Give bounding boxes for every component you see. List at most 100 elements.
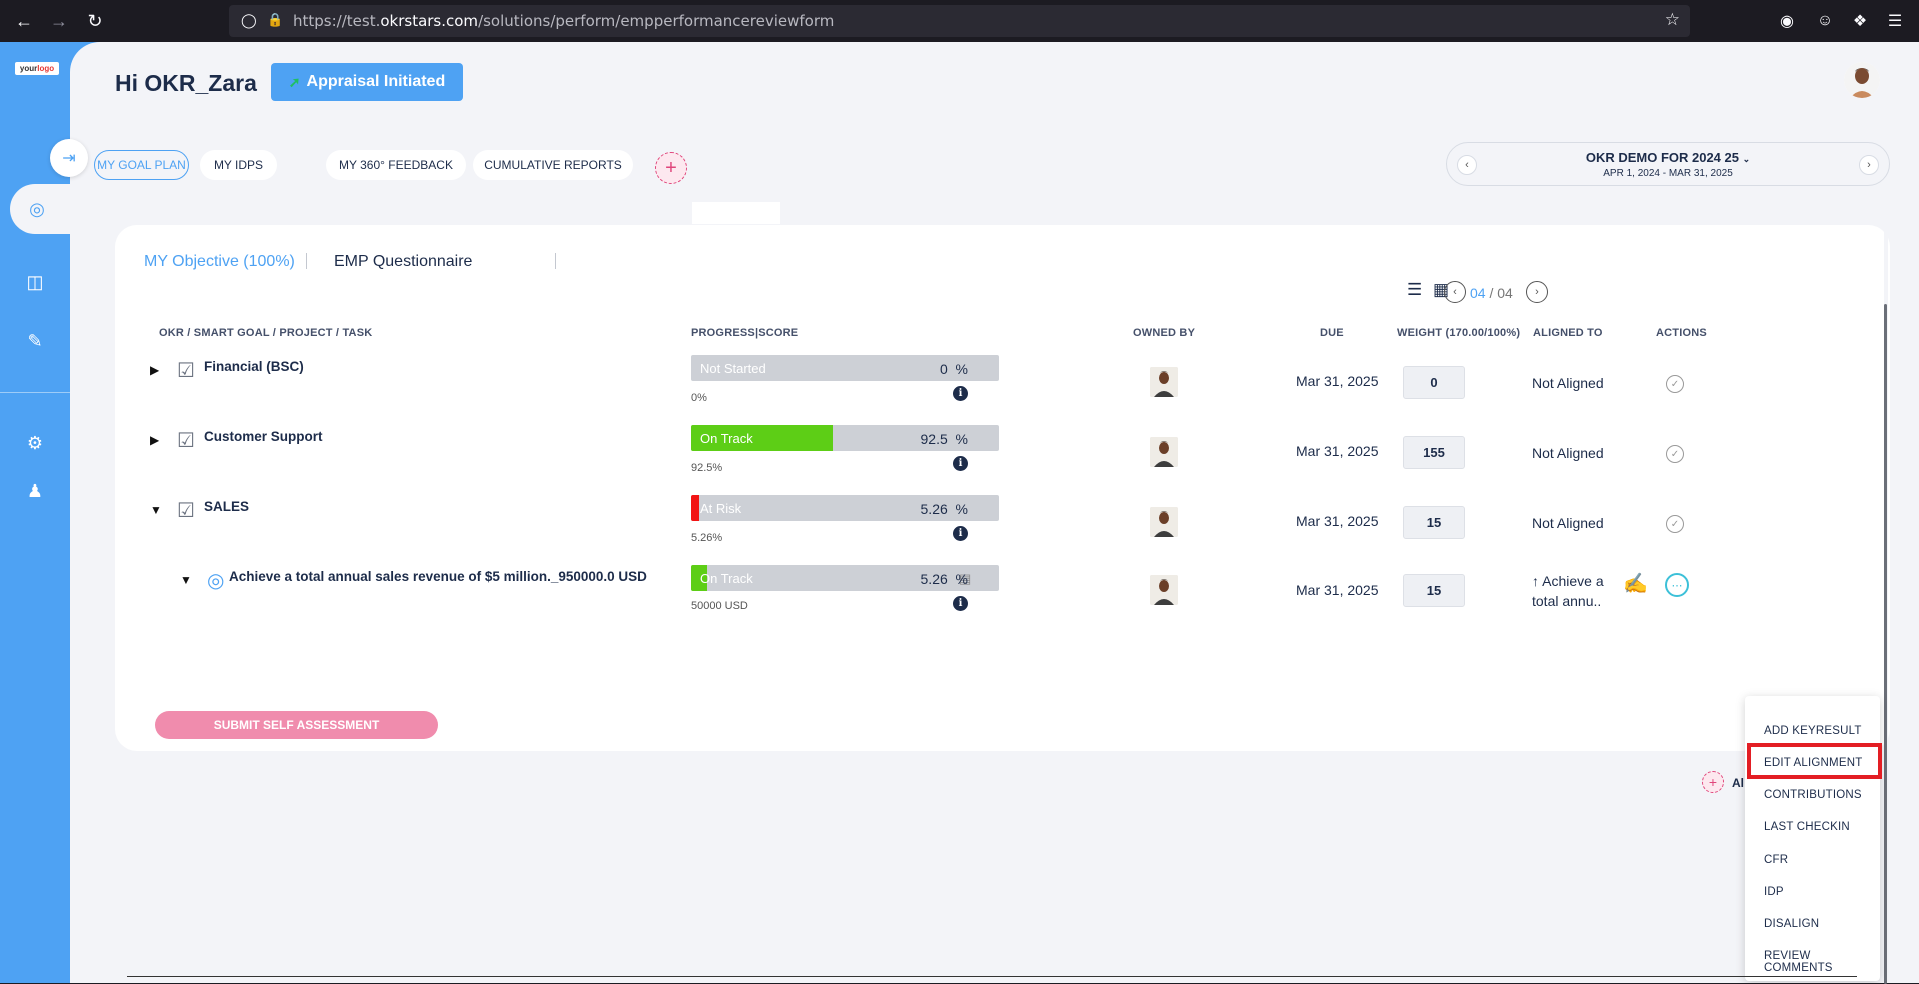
- add-tab-button[interactable]: +: [655, 152, 687, 184]
- menu-item-disalign[interactable]: DISALIGN: [1764, 918, 1820, 930]
- form-edit-icon[interactable]: ✎: [27, 330, 43, 351]
- progress-value: 5.26%: [691, 532, 723, 544]
- column-header-progress: PROGRESS|SCORE: [691, 327, 799, 339]
- menu-item-edit-alignment[interactable]: EDIT ALIGNMENT: [1764, 757, 1863, 769]
- collapse-icon[interactable]: ▼: [150, 503, 162, 517]
- url-bar[interactable]: ◯ 🔒 https://test.okrstars.com/solutions/…: [229, 5, 1690, 37]
- user-icon[interactable]: ♟: [26, 480, 44, 501]
- avatar[interactable]: [1844, 62, 1880, 98]
- expand-icon[interactable]: ▶: [150, 363, 160, 377]
- menu-item-add-keyresult[interactable]: ADD KEYRESULT: [1764, 725, 1862, 737]
- chevron-down-icon: ⌄: [1742, 154, 1751, 164]
- score-value: 5.26 %: [920, 501, 968, 517]
- greeting: Hi OKR_Zara: [115, 70, 257, 96]
- progress-value: 0%: [691, 392, 707, 404]
- progress-status: Not Started: [700, 361, 766, 376]
- period-selector[interactable]: ‹ OKR DEMO FOR 2024 25 ⌄ APR 1, 2024 - M…: [1446, 142, 1890, 186]
- okr-name[interactable]: Customer Support: [204, 429, 323, 444]
- weight-input[interactable]: 15: [1403, 574, 1465, 607]
- actions-dropdown-menu: ADD KEYRESULT EDIT ALIGNMENT CONTRIBUTIO…: [1745, 696, 1880, 981]
- appraisal-initiated-button[interactable]: ➚ Appraisal Initiated: [271, 63, 463, 101]
- extensions-icon[interactable]: ❖: [1852, 13, 1868, 30]
- owner-avatar[interactable]: [1150, 367, 1178, 397]
- tab-cumulative-reports[interactable]: CUMULATIVE REPORTS: [473, 150, 633, 180]
- collapse-sidebar-button[interactable]: ⇥: [50, 139, 88, 177]
- tab-my-360-feedback[interactable]: MY 360° FEEDBACK: [326, 150, 466, 180]
- note-icon[interactable]: ▤: [959, 571, 972, 586]
- sidebar-divider: [0, 392, 70, 393]
- period-range: APR 1, 2024 - MAR 31, 2025: [1603, 168, 1733, 179]
- owner-avatar[interactable]: [1150, 575, 1178, 605]
- tab-emp-questionnaire[interactable]: EMP Questionnaire: [334, 253, 473, 270]
- collapse-icon[interactable]: ▼: [180, 573, 192, 587]
- main-content: Hi OKR_Zara ➚ Appraisal Initiated MY GOA…: [70, 42, 1919, 984]
- hierarchy-icon[interactable]: ◫: [26, 271, 44, 292]
- okr-name[interactable]: Financial (BSC): [204, 359, 304, 374]
- progress-bar-fill: [691, 565, 708, 591]
- menu-item-contributions[interactable]: CONTRIBUTIONS: [1764, 789, 1862, 801]
- table-row: ▼ ◎ Achieve a total annual sales revenue…: [115, 565, 1890, 635]
- app: your logo ◎ ◫ ✎ ⚙ ♟ ⇥ Hi OKR_Zara ➚ Appra…: [0, 42, 1919, 984]
- tab-my-goal-plan[interactable]: MY GOAL PLAN: [94, 150, 189, 180]
- weight-input[interactable]: 15: [1403, 506, 1465, 539]
- add-icon[interactable]: +: [1702, 771, 1724, 793]
- back-arrow-icon[interactable]: ←: [15, 10, 33, 31]
- column-header-owned-by: OWNED BY: [1133, 327, 1196, 339]
- bookmark-star-icon[interactable]: ☆: [1664, 10, 1680, 29]
- due-date: Mar 31, 2025: [1296, 582, 1379, 598]
- account-icon[interactable]: ☺: [1816, 12, 1834, 29]
- owner-avatar[interactable]: [1150, 507, 1178, 537]
- add-label[interactable]: Al: [1732, 776, 1744, 790]
- table-row: ▶ ☑ Customer Support On Track 92.5% 92.5…: [115, 425, 1890, 495]
- info-icon[interactable]: i: [953, 596, 968, 611]
- score-value: 92.5 %: [920, 431, 968, 447]
- reload-icon[interactable]: ↻: [87, 10, 103, 31]
- check-icon[interactable]: ✓: [1666, 445, 1684, 463]
- forward-arrow-icon[interactable]: →: [50, 10, 68, 31]
- tab-my-objective[interactable]: MY Objective (100%): [144, 253, 295, 270]
- aligned-to: Not Aligned: [1532, 515, 1604, 531]
- menu-item-cfr[interactable]: CFR: [1764, 854, 1789, 866]
- tab-divider: [555, 253, 556, 269]
- pocket-icon[interactable]: ◉: [1780, 13, 1794, 30]
- owner-avatar[interactable]: [1150, 437, 1178, 467]
- column-header-okr: OKR / SMART GOAL / PROJECT / TASK: [159, 327, 373, 339]
- score-value: 0 %: [939, 361, 968, 377]
- due-date: Mar 31, 2025: [1296, 373, 1379, 389]
- scrollbar-thumb[interactable]: [1884, 304, 1887, 984]
- info-icon[interactable]: i: [953, 386, 968, 401]
- next-page-icon[interactable]: ›: [1526, 281, 1548, 303]
- shield-icon[interactable]: ◯: [241, 12, 257, 28]
- okr-name[interactable]: SALES: [204, 499, 250, 514]
- next-period-icon[interactable]: ›: [1859, 155, 1879, 175]
- menu-item-last-checkin[interactable]: LAST CHECKIN: [1764, 821, 1850, 833]
- check-icon[interactable]: ✓: [1666, 515, 1684, 533]
- menu-icon[interactable]: ☰: [1887, 13, 1903, 30]
- prev-page-icon[interactable]: ‹: [1444, 281, 1466, 303]
- tab-my-idps[interactable]: MY IDPS: [200, 150, 277, 180]
- column-header-actions: ACTIONS: [1656, 327, 1707, 339]
- check-icon[interactable]: ✓: [1666, 375, 1684, 393]
- prev-period-icon[interactable]: ‹: [1457, 155, 1477, 175]
- table-row: ▼ ☑ SALES At Risk 5.26% 5.26 % i Mar 31,…: [115, 495, 1890, 565]
- objective-icon: ☑: [177, 430, 195, 452]
- target-icon[interactable]: ◎: [29, 198, 45, 219]
- info-icon[interactable]: i: [953, 526, 968, 541]
- menu-item-idp[interactable]: IDP: [1764, 886, 1784, 898]
- more-actions-icon[interactable]: ⋯: [1665, 573, 1689, 597]
- lock-icon[interactable]: 🔒: [267, 12, 284, 27]
- info-icon[interactable]: i: [953, 456, 968, 471]
- gear-icon[interactable]: ⚙: [26, 432, 44, 453]
- url-text: https://test.okrstars.com/solutions/perf…: [293, 12, 835, 30]
- okr-name[interactable]: Achieve a total annual sales revenue of …: [229, 569, 647, 584]
- weight-input[interactable]: 155: [1403, 436, 1465, 469]
- expand-icon[interactable]: ▶: [150, 433, 160, 447]
- menu-item-review-comments[interactable]: REVIEW COMMENTS: [1764, 950, 1833, 974]
- due-date: Mar 31, 2025: [1296, 443, 1379, 459]
- progress-bar-fill: [691, 425, 833, 451]
- weight-input[interactable]: 0: [1403, 366, 1465, 399]
- submit-self-assessment-button[interactable]: SUBMIT SELF ASSESSMENT: [155, 711, 438, 739]
- trend-icon: ➚: [288, 73, 301, 90]
- checkin-icon[interactable]: ✍: [1623, 573, 1648, 595]
- list-view-icon[interactable]: ☰: [1407, 280, 1423, 299]
